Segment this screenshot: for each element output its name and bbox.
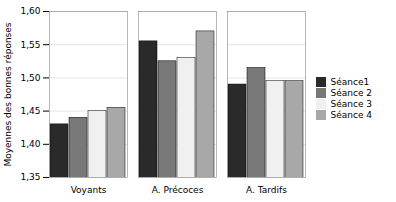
html-text:Séance 4: Séance 4: [330, 109, 372, 120]
svg-text:1,40: 1,40: [20, 139, 40, 149]
html-text:Séance 2: Séance 2: [330, 87, 372, 98]
svg-text:1,55: 1,55: [20, 40, 40, 50]
svg-text:A. Tardifs: A. Tardifs: [246, 185, 287, 195]
svg-text:1,60: 1,60: [20, 6, 40, 16]
svg-text:1,50: 1,50: [20, 73, 40, 83]
svg-text:Voyants: Voyants: [71, 185, 107, 195]
svg-text:A. Précoces: A. Précoces: [152, 185, 204, 195]
svg-text:1,45: 1,45: [20, 106, 40, 116]
html-text:Séance 3: Séance 3: [330, 98, 372, 109]
svg-text:Moyennes des bonnes réponses: Moyennes des bonnes réponses: [3, 22, 13, 166]
html-text:Séance1: Séance1: [330, 76, 370, 87]
svg-text:1,35: 1,35: [20, 172, 40, 182]
